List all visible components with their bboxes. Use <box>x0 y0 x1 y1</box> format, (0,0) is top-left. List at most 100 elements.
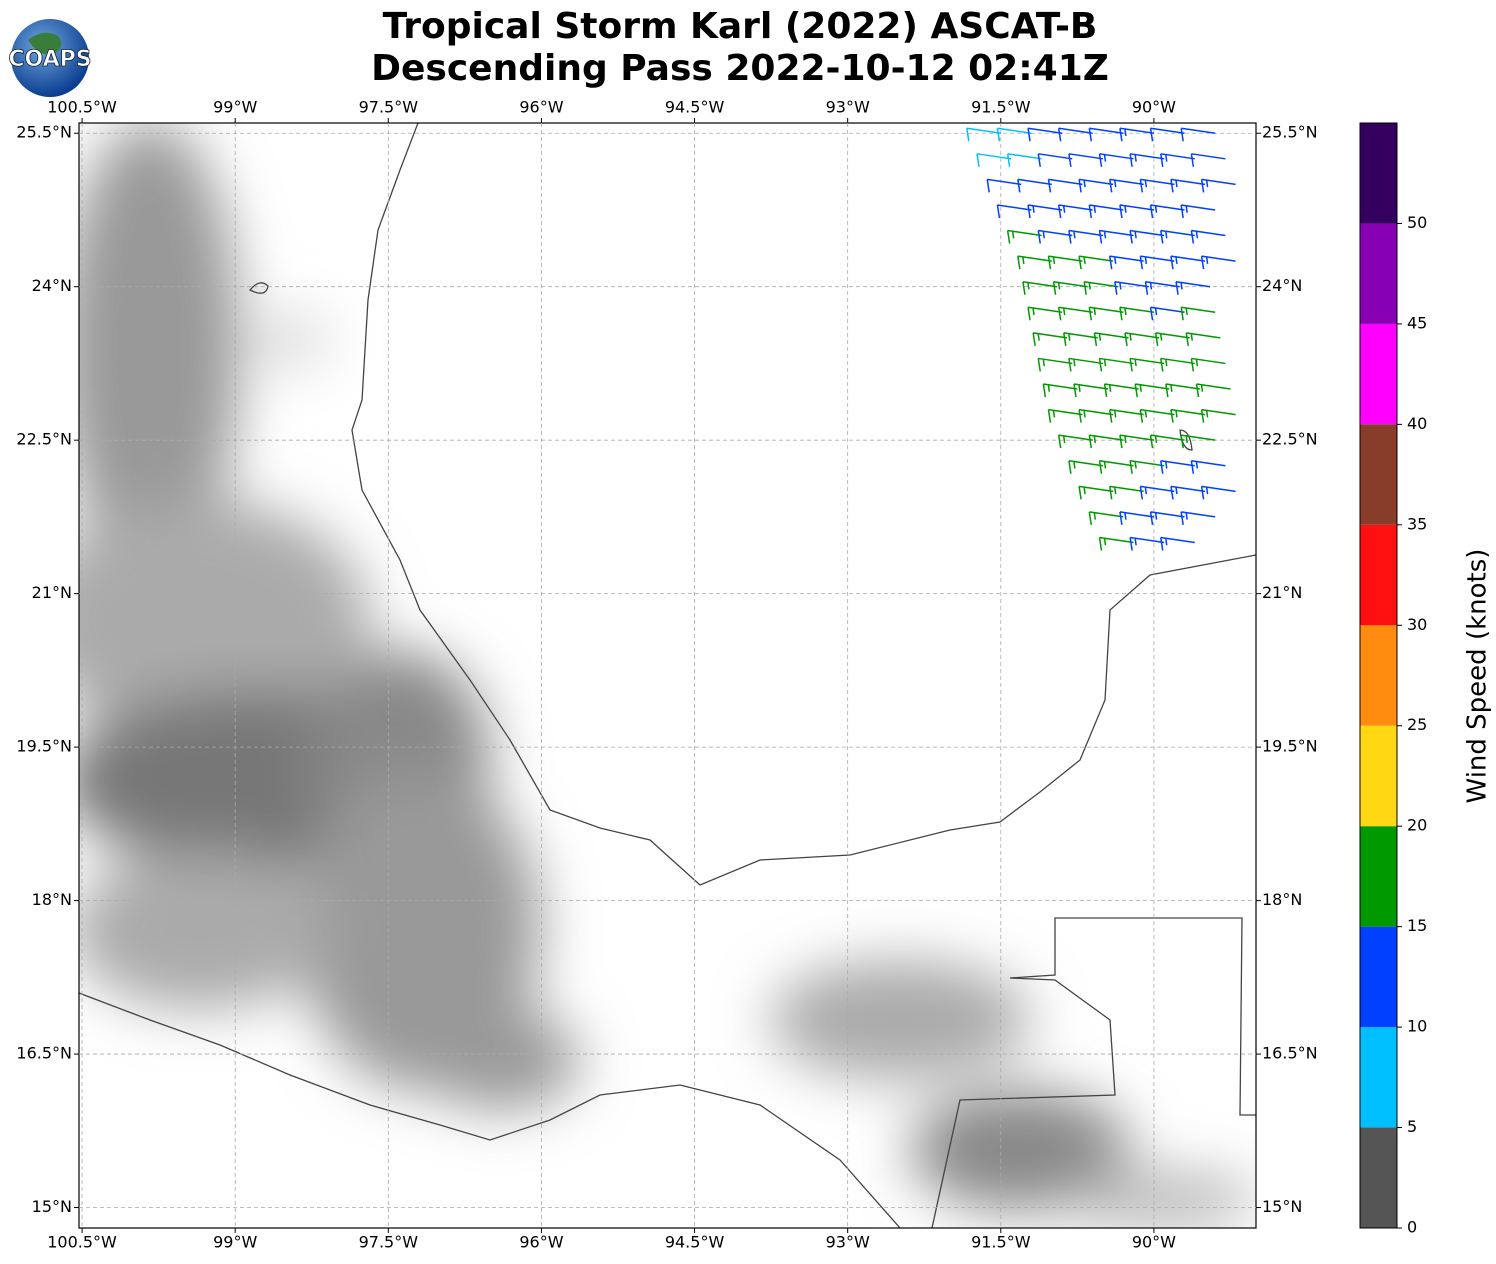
wind-barb <box>1195 383 1231 398</box>
y-tick-label: 24°N <box>32 276 72 295</box>
wind-barb <box>1160 153 1195 167</box>
wind-barb <box>1129 153 1165 167</box>
map-content: 100.5°W 100.5°W 99°W 99°W 97.5°W 97.5°W 96°W 96… <box>16 98 1427 1252</box>
wind-barb <box>1175 280 1211 295</box>
title-line: Descending Pass 2022-10-12 02:41Z <box>371 48 1109 89</box>
y-tick-label: 16.5°N <box>16 1044 72 1063</box>
wind-barb <box>1083 280 1119 295</box>
wind-barb <box>1057 434 1093 449</box>
wind-barb <box>1078 255 1114 270</box>
wind-barb <box>1022 280 1058 295</box>
y-tick-label: 19.5°N <box>1262 737 1318 756</box>
wind-barb <box>1068 153 1103 167</box>
wind-barb <box>1190 153 1226 167</box>
colorbar-tick-label: 45 <box>1407 313 1427 332</box>
colorbar-segment <box>1360 524 1397 626</box>
x-tick-label: 96°W <box>519 98 563 117</box>
wind-barb <box>1185 332 1221 346</box>
x-tick-label: 100.5°W <box>47 1233 117 1252</box>
x-tick-label: 91.5°W <box>971 98 1031 117</box>
wind-barb <box>1068 357 1103 372</box>
x-tick-label: 100.5°W <box>47 98 117 117</box>
terrain <box>79 123 1256 1228</box>
x-tick-label: 97.5°W <box>359 98 419 117</box>
wind-barb <box>1119 511 1155 526</box>
wind-barb <box>1139 408 1175 423</box>
wind-barb <box>1124 332 1160 346</box>
wind-barb <box>1149 127 1185 142</box>
wind-barb <box>1088 434 1124 449</box>
wind-barb <box>1098 536 1134 551</box>
wind-barb <box>1098 460 1134 474</box>
x-tick-label: 94.5°W <box>665 1233 725 1252</box>
wind-barb <box>1093 332 1129 346</box>
colorbar-segment <box>1360 826 1397 927</box>
wind-barb <box>1006 229 1042 244</box>
wind-barb <box>1129 536 1165 551</box>
colorbar-tick-label: 35 <box>1407 514 1427 533</box>
wind-barb <box>1027 306 1063 321</box>
border <box>931 917 1256 1228</box>
colorbar-segment <box>1360 625 1397 726</box>
wind-barb <box>1073 383 1109 398</box>
wind-barb <box>966 127 1001 142</box>
title-line: Tropical Storm Karl (2022) ASCAT-B <box>383 6 1098 47</box>
wind-barb <box>1160 357 1195 372</box>
x-tick-label: 93°W <box>826 1233 870 1252</box>
wind-barb <box>996 204 1032 219</box>
x-tick-label: 94.5°W <box>665 98 725 117</box>
wind-barb <box>1078 408 1114 423</box>
x-tick-label: 93°W <box>826 98 870 117</box>
wind-barb <box>1027 204 1063 219</box>
wind-barb <box>986 178 1022 193</box>
wind-barb <box>1180 511 1216 526</box>
wind-barb <box>1190 229 1226 244</box>
colorbar-tick-label: 30 <box>1407 615 1427 634</box>
wind-barb <box>1160 229 1195 244</box>
wind-barb <box>1165 383 1200 398</box>
colorbar-segment <box>1360 223 1397 324</box>
wind-barb <box>1006 153 1042 167</box>
wind-barb <box>1149 204 1185 219</box>
wind-barb <box>1119 127 1155 142</box>
colorbar-tick-label: 5 <box>1407 1117 1417 1136</box>
island <box>248 282 1193 451</box>
wind-barb <box>1170 255 1206 270</box>
wind-barb <box>1149 306 1185 321</box>
wind-barb <box>1088 204 1124 219</box>
colorbar-tick-label: 0 <box>1407 1218 1417 1237</box>
wind-barb <box>1047 255 1083 270</box>
wind-barb <box>1200 178 1236 193</box>
wind-barb <box>1170 485 1206 500</box>
wind-barb <box>1068 460 1103 474</box>
wind-barb <box>1160 536 1195 551</box>
y-tick-label: 18°N <box>1262 890 1302 909</box>
wind-barb <box>1180 204 1216 219</box>
wind-barb <box>1190 357 1226 372</box>
wind-barb <box>1078 485 1114 500</box>
wind-barb <box>1103 383 1139 398</box>
wind-barb <box>996 127 1032 142</box>
wind-barb <box>1144 280 1180 295</box>
wind-barb <box>1108 178 1144 193</box>
y-tick-label: 15°N <box>1262 1197 1302 1216</box>
colorbar-tick-label: 20 <box>1407 816 1427 835</box>
wind-barb <box>1088 511 1124 526</box>
y-tick-label: 18°N <box>32 890 72 909</box>
colorbar-label: Wind Speed (knots) <box>1463 549 1493 804</box>
x-tick-label: 99°W <box>213 1233 257 1252</box>
colorbar-tick-label: 40 <box>1407 414 1427 433</box>
coastline <box>79 992 901 1228</box>
terrain-shading <box>79 123 1256 1228</box>
plot-frame <box>78 122 1257 1229</box>
wind-barb <box>1170 408 1206 423</box>
wind-barb <box>1139 178 1175 193</box>
wind-barb <box>1047 178 1083 193</box>
colorbar-tick-label: 50 <box>1407 213 1427 232</box>
wind-barb <box>1149 434 1185 449</box>
wind-barb <box>1154 332 1190 346</box>
logo: COAPS <box>8 19 92 97</box>
wind-barb <box>1063 332 1098 346</box>
wind-barb <box>1200 408 1236 423</box>
wind-barb <box>1108 485 1144 500</box>
